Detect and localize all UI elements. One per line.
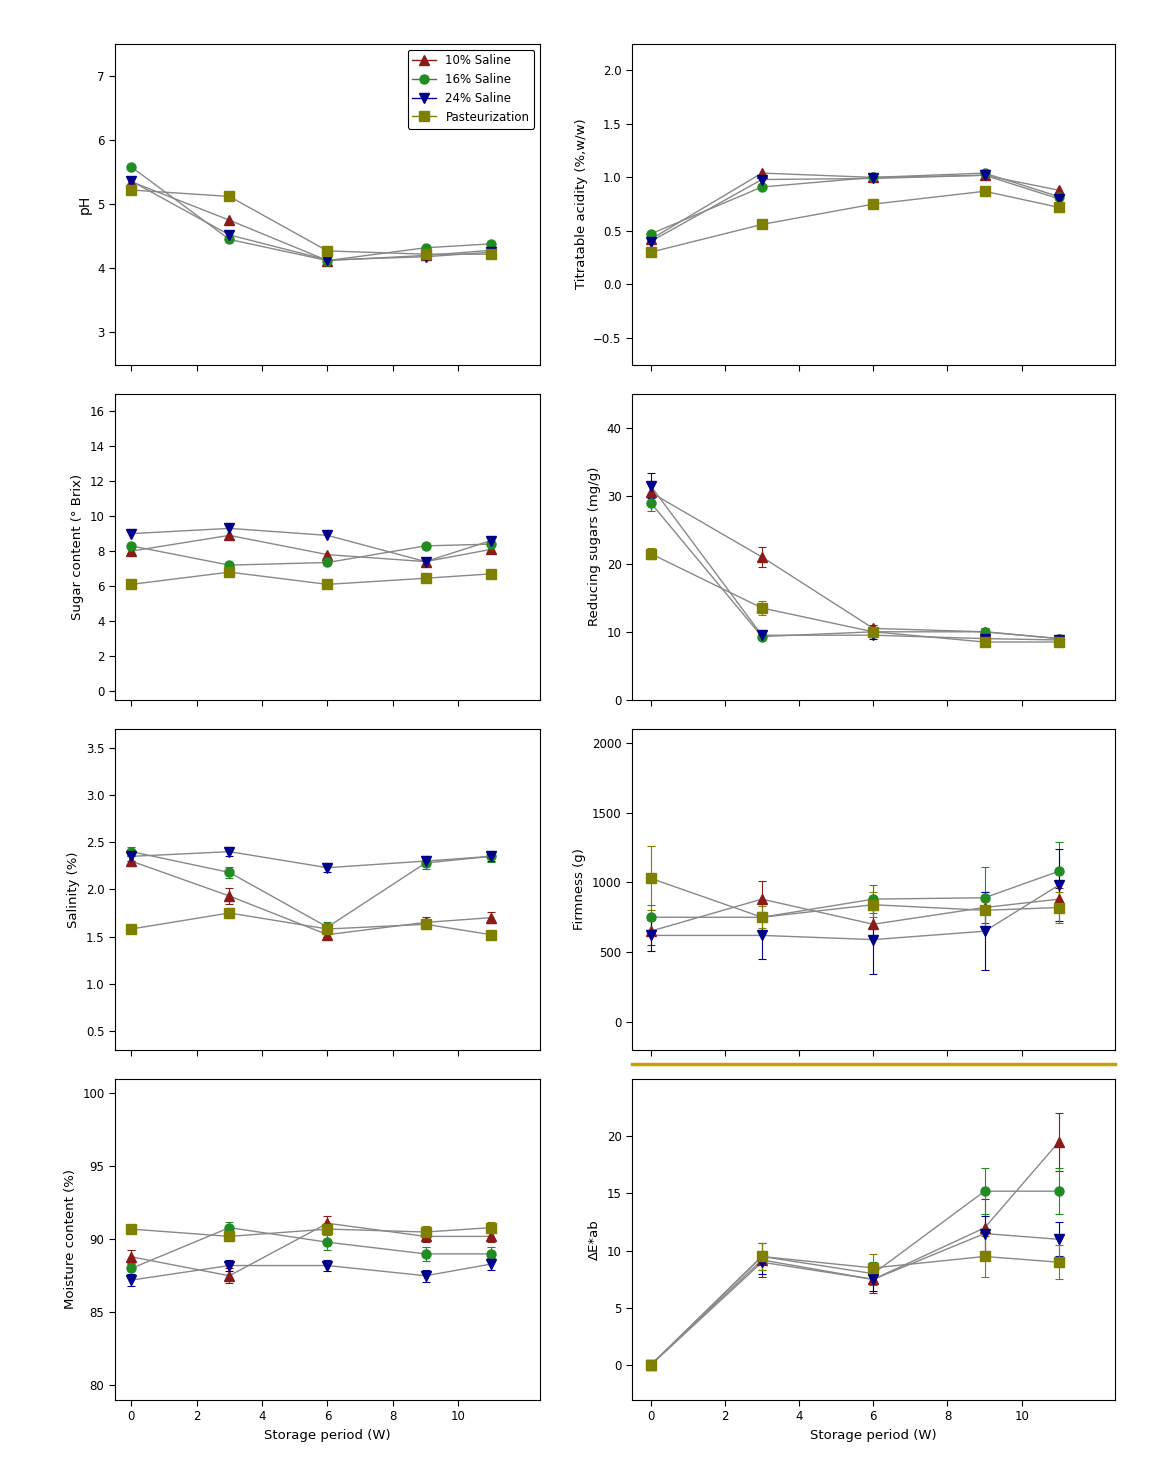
Y-axis label: pH: pH xyxy=(77,194,92,214)
X-axis label: Storage period (W): Storage period (W) xyxy=(810,1429,936,1442)
Y-axis label: Moisture content (%): Moisture content (%) xyxy=(63,1169,77,1309)
Y-axis label: Salinity (%): Salinity (%) xyxy=(68,851,80,927)
Legend: 10% Saline, 16% Saline, 24% Saline, Pasteurization: 10% Saline, 16% Saline, 24% Saline, Past… xyxy=(408,50,534,128)
Y-axis label: Sugar content (° Brix): Sugar content (° Brix) xyxy=(71,474,84,620)
X-axis label: Storage period (W): Storage period (W) xyxy=(264,1429,391,1442)
Y-axis label: ΔE*ab: ΔE*ab xyxy=(588,1219,601,1260)
Y-axis label: Reducing sugars (mg/g): Reducing sugars (mg/g) xyxy=(588,467,601,627)
Y-axis label: Firmness (g): Firmness (g) xyxy=(573,849,586,930)
Y-axis label: Titratable acidity (%,w/w): Titratable acidity (%,w/w) xyxy=(574,118,587,290)
